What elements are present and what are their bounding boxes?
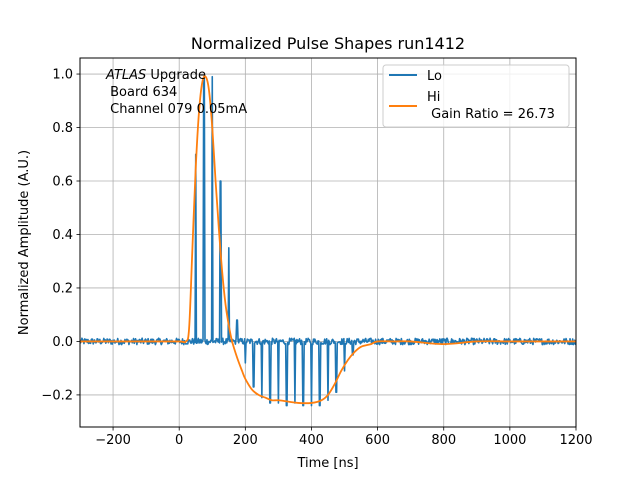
- annotation-channel: Channel 079 0.05mA: [106, 102, 247, 117]
- y-tick-label: −0.2: [41, 388, 73, 403]
- y-tick-label: 0.2: [52, 281, 73, 296]
- x-tick-label: 0: [175, 433, 183, 448]
- y-tick-label: 0.0: [52, 335, 73, 350]
- series-hi-line: [80, 75, 576, 405]
- x-tick-label: 600: [365, 433, 390, 448]
- x-tick-label: 800: [431, 433, 456, 448]
- legend: Lo Hi Gain Ratio = 26.73: [382, 64, 570, 128]
- annotation-upgrade: Upgrade: [146, 68, 206, 83]
- y-tick-label: 1.0: [52, 68, 73, 83]
- legend-box: [382, 64, 570, 128]
- legend-gain-ratio: Gain Ratio = 26.73: [427, 107, 555, 122]
- y-axis-label: Normalized Amplitude (A.U.): [17, 150, 32, 335]
- x-axis-label: Time [ns]: [296, 456, 358, 471]
- x-tick-label: 200: [233, 433, 258, 448]
- x-tick-label: 400: [299, 433, 324, 448]
- axis-ticks: −200 0 200 400 600 800 1000 1200 −0.2 0.0 0.2 0.4 0.…: [41, 68, 592, 448]
- x-tick-label: 1200: [559, 433, 592, 448]
- y-tick-label: 0.6: [52, 175, 73, 190]
- chart-title: Normalized Pulse Shapes run1412: [191, 34, 465, 53]
- annotation-atlas: ATLAS: [105, 68, 146, 83]
- annotation-board: Board 634: [106, 85, 177, 100]
- y-tick-label: 0.4: [52, 228, 73, 243]
- atlas-annotation: ATLAS Upgrade Board 634 Channel 079 0.05…: [105, 68, 247, 117]
- y-tick-label: 0.8: [52, 121, 73, 136]
- x-tick-label: 1000: [493, 433, 526, 448]
- legend-lo-label: Lo: [427, 69, 442, 84]
- x-tick-label: −200: [95, 433, 131, 448]
- legend-hi-label: Hi: [427, 90, 440, 105]
- annotation-line-1: ATLAS Upgrade: [105, 68, 206, 83]
- axes-frame: [79, 57, 577, 428]
- plot-area: [80, 75, 576, 407]
